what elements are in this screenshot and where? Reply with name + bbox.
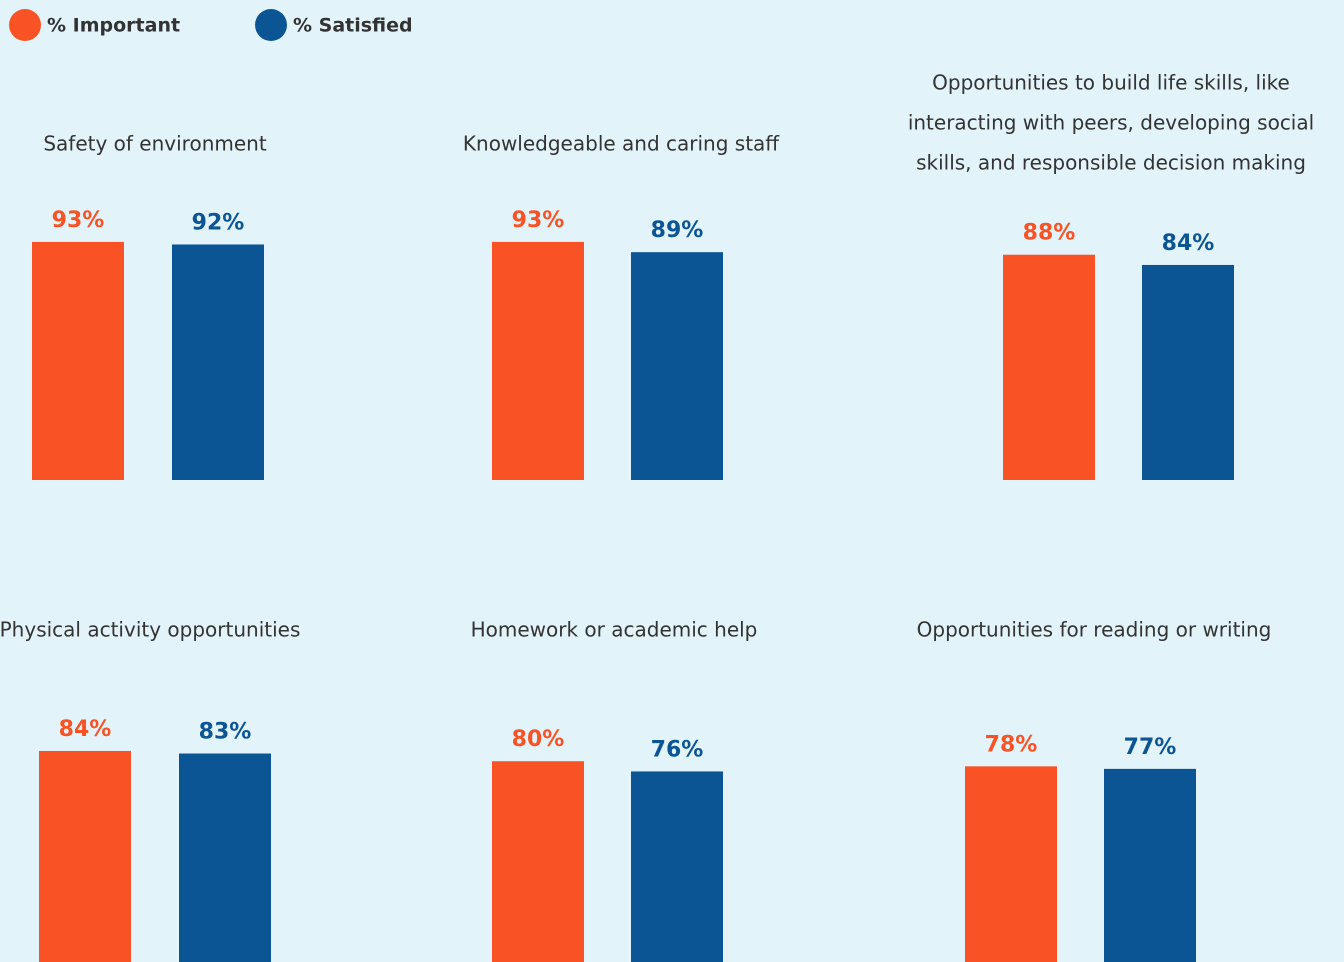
value-label: 89% bbox=[651, 218, 704, 243]
bar bbox=[1003, 254, 1095, 480]
legend-label: % Satisfied bbox=[293, 15, 413, 37]
value-label: 88% bbox=[1023, 221, 1076, 246]
chart-title: interacting with peers, developing socia… bbox=[908, 111, 1314, 135]
value-label: 93% bbox=[52, 208, 105, 233]
bar bbox=[492, 241, 584, 480]
bar bbox=[179, 753, 271, 962]
value-label: 93% bbox=[512, 208, 565, 233]
value-label: 83% bbox=[199, 720, 252, 745]
legend-swatch bbox=[9, 9, 41, 41]
value-label: 76% bbox=[651, 737, 704, 762]
chart-title: Physical activity opportunities bbox=[0, 618, 300, 642]
value-label: 84% bbox=[59, 717, 112, 742]
legend-swatch bbox=[255, 9, 287, 41]
value-label: 84% bbox=[1162, 231, 1215, 256]
chart-title: Homework or academic help bbox=[471, 618, 758, 642]
value-label: 77% bbox=[1124, 735, 1177, 760]
bar bbox=[1142, 264, 1234, 480]
chart-title: skills, and responsible decision making bbox=[916, 151, 1306, 175]
bar bbox=[965, 766, 1057, 962]
value-label: 80% bbox=[512, 727, 565, 752]
bar bbox=[172, 244, 264, 480]
legend-label: % Important bbox=[47, 15, 180, 37]
chart-title: Safety of environment bbox=[43, 132, 266, 156]
bar bbox=[39, 750, 131, 962]
value-label: 78% bbox=[985, 732, 1038, 757]
bar bbox=[631, 252, 723, 480]
bar bbox=[1104, 768, 1196, 962]
chart-title: Opportunities to build life skills, like bbox=[932, 71, 1290, 95]
chart-title: Knowledgeable and caring staff bbox=[463, 132, 780, 156]
bar bbox=[492, 761, 584, 962]
bar bbox=[32, 241, 124, 480]
value-label: 92% bbox=[192, 210, 245, 235]
chart-title: Opportunities for reading or writing bbox=[917, 618, 1272, 642]
bar bbox=[631, 771, 723, 962]
